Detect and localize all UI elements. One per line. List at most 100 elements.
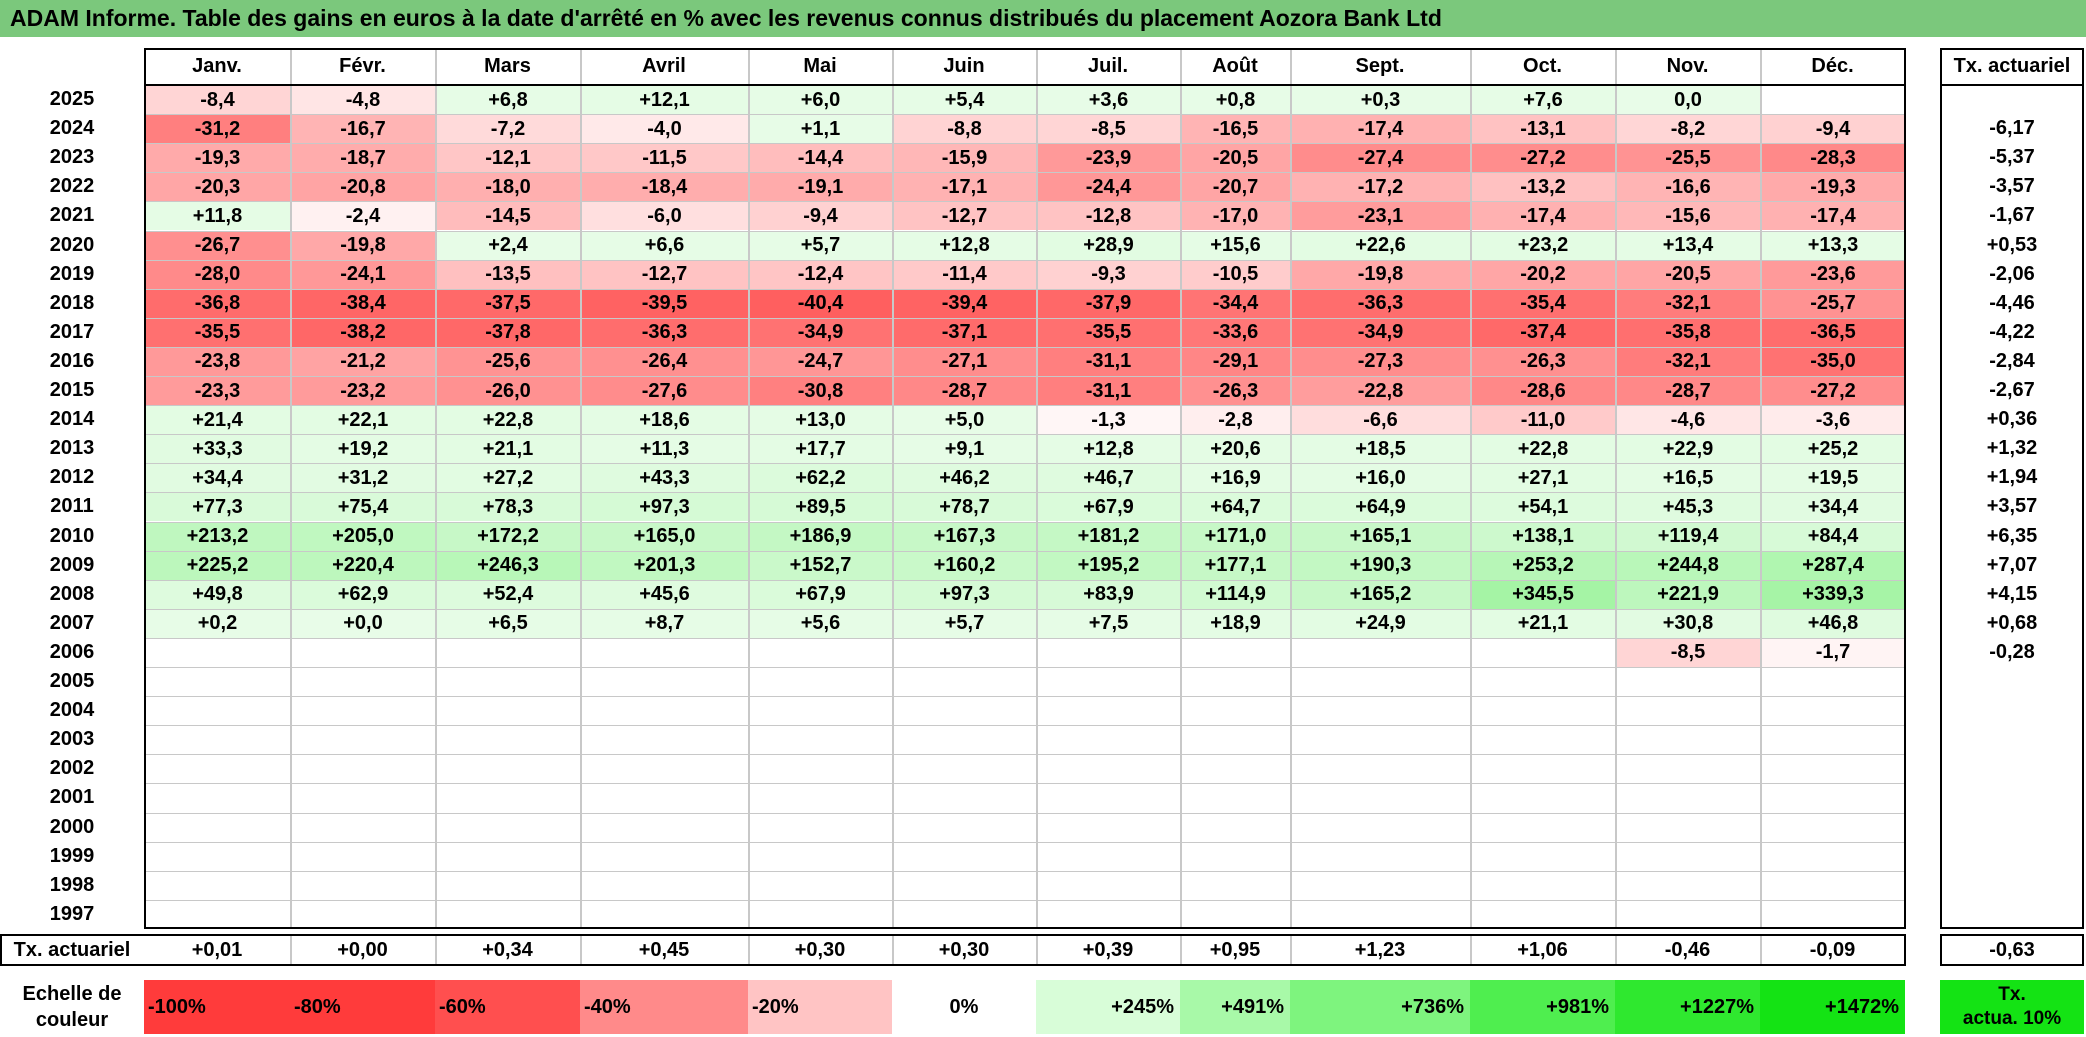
scale-swatch: +1227% bbox=[1615, 980, 1760, 1034]
heatmap-cell: +190,3 bbox=[1291, 551, 1470, 580]
heatmap-cell: +220,4 bbox=[291, 551, 435, 580]
scale-swatch: -40% bbox=[580, 980, 748, 1034]
row-year-label: 2018 bbox=[49, 291, 95, 314]
heatmap-cell: +13,3 bbox=[1761, 231, 1905, 260]
heatmap-cell: +186,9 bbox=[749, 522, 892, 551]
footer-rate-cell: +0,30 bbox=[794, 938, 846, 961]
heatmap-cell bbox=[581, 697, 748, 726]
rate-cell: +0,36 bbox=[1986, 408, 2038, 431]
heatmap-cell bbox=[1471, 668, 1615, 697]
heatmap-cell: -13,5 bbox=[436, 260, 580, 289]
rate-cell bbox=[1940, 667, 2084, 696]
heatmap-cell: -23,9 bbox=[1037, 144, 1180, 173]
heatmap-cell: +221,9 bbox=[1616, 580, 1760, 609]
footer-rate-cell: -0,09 bbox=[1809, 938, 1856, 961]
grid-line bbox=[1615, 934, 1617, 966]
footer-rate-cell: +0,45 bbox=[638, 938, 690, 961]
heatmap-cell bbox=[1471, 726, 1615, 755]
heatmap-cell bbox=[1761, 900, 1905, 929]
rate-cell bbox=[1940, 754, 2084, 783]
heatmap-cell bbox=[1616, 668, 1760, 697]
heatmap-cell: -7,2 bbox=[436, 115, 580, 144]
heatmap-cell: -34,4 bbox=[1181, 289, 1290, 318]
heatmap-cell bbox=[749, 842, 892, 871]
heatmap-cell: -19,3 bbox=[1761, 173, 1905, 202]
heatmap-cell: -9,4 bbox=[749, 202, 892, 231]
column-header: Juin bbox=[943, 54, 985, 77]
heatmap-cell bbox=[893, 668, 1036, 697]
heatmap-cell: -28,7 bbox=[1616, 377, 1760, 406]
row-year-label: 2021 bbox=[49, 204, 95, 227]
heatmap-cell: -37,8 bbox=[436, 318, 580, 347]
heatmap-cell bbox=[749, 638, 892, 667]
scale-swatch: +245% bbox=[1036, 980, 1180, 1034]
heatmap-cell: -19,8 bbox=[291, 231, 435, 260]
heatmap-cell: +20,6 bbox=[1181, 435, 1290, 464]
rate-cell: -4,22 bbox=[1989, 320, 2035, 343]
heatmap-cell: +12,1 bbox=[581, 86, 748, 115]
heatmap-cell: +119,4 bbox=[1616, 522, 1760, 551]
rate-cell: -4,46 bbox=[1989, 291, 2035, 314]
heatmap-cell bbox=[436, 638, 580, 667]
heatmap-cell bbox=[1616, 900, 1760, 929]
heatmap-cell: -17,0 bbox=[1181, 202, 1290, 231]
heatmap-cell bbox=[1291, 726, 1470, 755]
heatmap-cell: +165,2 bbox=[1291, 580, 1470, 609]
heatmap-cell: -34,9 bbox=[1291, 318, 1470, 347]
heatmap-cell: -37,9 bbox=[1037, 289, 1180, 318]
grid-line bbox=[144, 579, 1905, 581]
heatmap-cell: -25,6 bbox=[436, 347, 580, 376]
grid-line bbox=[144, 667, 1905, 668]
heatmap-cell bbox=[1181, 755, 1290, 784]
heatmap-cell: -29,1 bbox=[1181, 347, 1290, 376]
heatmap-cell: +18,6 bbox=[581, 406, 748, 435]
heatmap-cell: -16,6 bbox=[1616, 173, 1760, 202]
heatmap-cell: +6,6 bbox=[581, 231, 748, 260]
grid-line bbox=[1290, 48, 1292, 929]
heatmap-cell: +16,9 bbox=[1181, 464, 1290, 493]
heatmap-cell bbox=[749, 668, 892, 697]
heatmap-cell: +12,8 bbox=[893, 231, 1036, 260]
heatmap-cell: -37,1 bbox=[893, 318, 1036, 347]
heatmap-cell bbox=[1037, 813, 1180, 842]
heatmap-cell: +15,6 bbox=[1181, 231, 1290, 260]
heatmap-cell: +46,8 bbox=[1761, 609, 1905, 638]
heatmap-cell: 0,0 bbox=[1616, 86, 1760, 115]
column-header: Juil. bbox=[1087, 54, 1128, 77]
heatmap-cell: +89,5 bbox=[749, 493, 892, 522]
heatmap-cell bbox=[1181, 871, 1290, 900]
heatmap-cell: +83,9 bbox=[1037, 580, 1180, 609]
heatmap-cell bbox=[1616, 755, 1760, 784]
heatmap-cell: +24,9 bbox=[1291, 609, 1470, 638]
heatmap-cell: -15,6 bbox=[1616, 202, 1760, 231]
footer-rate-cell: +0,01 bbox=[191, 938, 243, 961]
row-year-label: 2008 bbox=[49, 582, 95, 605]
heatmap-cell: +84,4 bbox=[1761, 522, 1905, 551]
row-year-label: 1998 bbox=[49, 873, 95, 896]
heatmap-cell: +46,7 bbox=[1037, 464, 1180, 493]
rate-cell: +3,57 bbox=[1986, 495, 2038, 518]
heatmap-cell bbox=[1181, 842, 1290, 871]
heatmap-cell: +45,6 bbox=[581, 580, 748, 609]
heatmap-cell: +167,3 bbox=[893, 522, 1036, 551]
grid-line bbox=[1180, 48, 1182, 929]
heatmap-cell bbox=[1037, 638, 1180, 667]
heatmap-cell: -24,1 bbox=[291, 260, 435, 289]
row-year-label: 2005 bbox=[49, 670, 95, 693]
heatmap-cell: -8,4 bbox=[145, 86, 290, 115]
heatmap-cell bbox=[1291, 638, 1470, 667]
scale-label-line: Echelle de bbox=[22, 983, 122, 1005]
heatmap-cell bbox=[1181, 900, 1290, 929]
row-year-label: 2022 bbox=[49, 175, 95, 198]
scale-rate-swatch: Tx. actua. 10% bbox=[1940, 980, 2084, 1034]
row-year-label: 2009 bbox=[49, 553, 95, 576]
heatmap-cell bbox=[1181, 726, 1290, 755]
grid-line bbox=[144, 812, 1905, 814]
heatmap-cell bbox=[893, 638, 1036, 667]
heatmap-cell: -4,6 bbox=[1616, 406, 1760, 435]
heatmap-cell bbox=[291, 638, 435, 667]
heatmap-cell bbox=[1616, 813, 1760, 842]
rate-cell: -2,84 bbox=[1989, 349, 2035, 372]
footer-label: Tx. actuariel bbox=[13, 938, 131, 961]
heatmap-cell: -37,5 bbox=[436, 289, 580, 318]
